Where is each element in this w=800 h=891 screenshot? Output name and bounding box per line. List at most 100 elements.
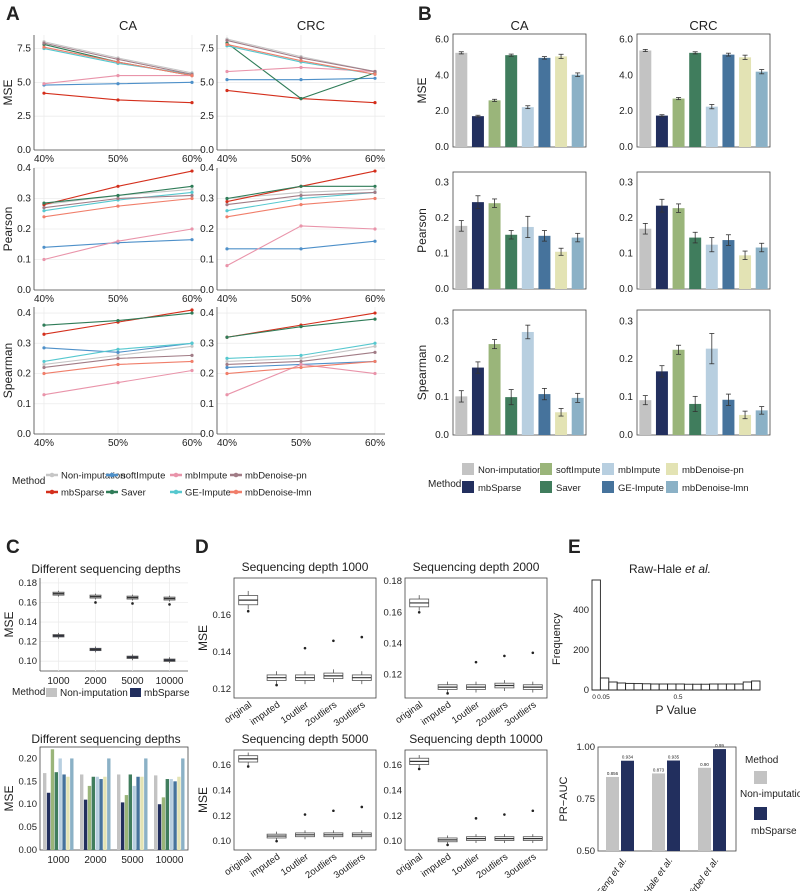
plot-frame	[404, 749, 548, 851]
panel-c-title-1: Different sequencing depths	[31, 562, 180, 576]
panel-b-plot-MSE-CA: 0.0 2.0 4.0 6.0	[435, 33, 587, 153]
panel-a-plot-Spearman-CRC: 0.0 0.1 0.2 0.3 0.4 40% 50% 60%	[200, 307, 385, 449]
point-mbDenoise-lmn	[42, 215, 46, 219]
point-GE-Impute	[42, 209, 46, 213]
histogram-bin	[709, 683, 719, 691]
bar-Saver	[505, 55, 518, 147]
y-tick-label: 0.16	[384, 760, 403, 771]
panel-d-title: Sequencing depth 10000	[409, 732, 543, 746]
legend-dot-softImpute	[109, 472, 115, 478]
point-mbImpute	[373, 371, 377, 376]
x-tick-label: Wirbel et al.	[684, 855, 722, 891]
y-tick-label: 0.2	[200, 224, 214, 235]
point-GE-Impute	[116, 347, 120, 351]
x-tick-label: 0.5	[673, 694, 682, 701]
point-GE-Impute	[225, 356, 229, 361]
y-tick-label: 0.1	[17, 255, 31, 266]
y-tick-label: 0.3	[200, 338, 214, 349]
point-mbDenoise-lmn	[299, 365, 303, 370]
histogram-bin	[675, 683, 685, 691]
bar-Non-imputation	[639, 228, 652, 289]
panel-b-col-CRC: CRC	[689, 18, 717, 33]
point-mbDenoise-lmn	[373, 196, 377, 201]
y-tick-label: 0.1	[435, 392, 449, 403]
point-softImpute	[42, 346, 46, 350]
point-Non-imputation	[299, 356, 303, 361]
legend-label-mbDenoise-lmn: mbDenoise-lmn	[682, 483, 749, 494]
y-tick-label: 2.0	[619, 106, 633, 117]
y-tick-label: 0.2	[435, 354, 449, 365]
bar-softImpute	[672, 349, 685, 435]
bar-mbDenoise-lmn	[755, 71, 768, 147]
x-tick-label: 60%	[365, 438, 385, 449]
legend-swatch-Non-imputation	[754, 771, 767, 784]
point-mbDenoise-pn	[190, 353, 194, 357]
point-Non-imputation	[42, 362, 46, 367]
x-tick-label: 5000	[121, 676, 144, 687]
x-tick-label: Hale et al.	[642, 855, 676, 891]
y-tick-label: 0.2	[17, 369, 31, 380]
point-mbDenoise-lmn	[190, 359, 194, 364]
panel-c-title-2: Different sequencing depths	[31, 732, 180, 746]
y-tick-label: 0.3	[200, 194, 214, 205]
panel-b-plot-Pearson-CRC: 0.0 0.1 0.2 0.3	[619, 171, 771, 295]
outlier-point	[275, 839, 278, 843]
bar-Non-imputation	[455, 52, 468, 148]
bar-mbDenoise-lmn	[755, 247, 768, 289]
x-tick-label: original	[394, 851, 425, 878]
y-tick-label: 0.10	[384, 836, 403, 847]
outlier-point	[474, 660, 478, 664]
bar-Saver	[689, 237, 702, 289]
point-mbDenoise-pn	[116, 356, 120, 361]
bar-Non-imputation	[639, 400, 652, 435]
plot-frame	[404, 577, 548, 699]
bar-softImpute	[672, 208, 685, 289]
bar-mbImpute	[58, 758, 62, 850]
bar-GE-Impute	[538, 235, 551, 289]
y-tick-label: 0.12	[213, 684, 232, 695]
point-mbDenoise-lmn	[225, 215, 229, 219]
histogram-bin	[717, 683, 727, 691]
legend-label-mbSparse: mbSparse	[751, 826, 797, 837]
y-tick-label: 0.3	[435, 178, 449, 189]
panel-d-plot-3: Sequencing depth 5000 MSE 0.10 0.12 0.14 0.16…	[196, 732, 377, 881]
bar-Saver	[505, 234, 518, 289]
legend-title: Method	[745, 755, 778, 766]
point-mbDenoise-pn	[225, 362, 229, 367]
bar-mbDenoise-pn	[555, 56, 568, 147]
plot-frame	[452, 309, 587, 436]
y-tick-label: 0.1	[200, 399, 214, 410]
panel-d-title: Sequencing depth 2000	[413, 560, 540, 574]
point-Saver	[373, 184, 377, 188]
y-tick-label: 6.0	[619, 34, 633, 45]
panel-b-ylabel-Spearman: Spearman	[415, 345, 429, 400]
panel-d-plot-1: Sequencing depth 1000 MSE 0.12 0.14 0.16 orig…	[196, 560, 377, 729]
point-mbImpute	[42, 393, 46, 397]
bar-Saver	[165, 779, 169, 850]
bar-Saver	[54, 772, 58, 850]
y-tick-label: 0.14	[19, 617, 38, 628]
legend-swatch-mbImpute	[602, 463, 614, 475]
outlier-point	[417, 767, 421, 771]
y-tick-label: 400	[573, 605, 589, 616]
bar-mbDenoise-pn	[739, 57, 752, 147]
panel-b-plot-MSE-CRC: 0.0 2.0 4.0 6.0	[619, 33, 771, 153]
point-Non-imputation	[116, 353, 120, 357]
legend-label-mbSparse: mbSparse	[144, 688, 190, 699]
bar-softImpute	[488, 203, 501, 289]
legend-title: Method	[12, 687, 45, 698]
legend-label-mbSparse: mbSparse	[478, 483, 521, 494]
y-tick-label: 0.05	[19, 822, 38, 833]
bar-softImpute	[161, 797, 166, 850]
point-mbDenoise-lmn	[299, 203, 303, 207]
plot-frame	[452, 33, 587, 148]
y-tick-label: 0.12	[213, 811, 232, 822]
bar-mbSparse	[655, 115, 668, 147]
x-tick-label: 0	[592, 694, 596, 701]
point-mbDenoise-pn	[42, 365, 46, 370]
y-tick-label: 0.14	[213, 647, 232, 658]
bar-mbSparse	[471, 367, 484, 435]
point-mbDenoise-lmn	[190, 73, 194, 78]
